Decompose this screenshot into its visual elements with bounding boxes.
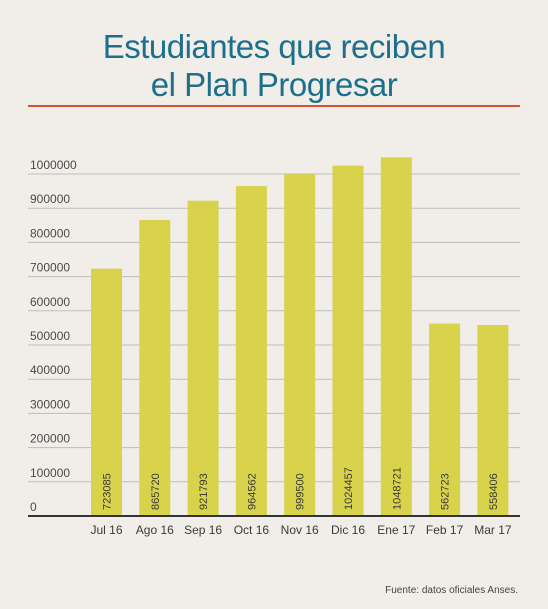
- x-category-label: Ene 17: [377, 523, 415, 537]
- x-category-label: Feb 17: [426, 523, 464, 537]
- bar: [429, 323, 461, 516]
- bar: [139, 219, 171, 516]
- bar: [380, 157, 412, 517]
- title-divider: [28, 105, 520, 107]
- y-tick-label: 200000: [30, 432, 70, 446]
- bar: [187, 200, 219, 516]
- y-tick-label: 600000: [30, 295, 70, 309]
- bar-value-label: 921793: [198, 473, 210, 510]
- x-category-label: Nov 16: [281, 523, 319, 537]
- bar: [284, 174, 316, 516]
- y-tick-label: 100000: [30, 466, 70, 480]
- y-tick-label: 400000: [30, 363, 70, 377]
- bar-value-label: 1024457: [343, 467, 355, 510]
- bar: [91, 268, 122, 516]
- x-category-label: Mar 17: [474, 523, 512, 537]
- bar-value-label: 964562: [246, 473, 258, 510]
- x-category-label: Ago 16: [136, 523, 174, 537]
- x-category-label: Jul 16: [90, 523, 122, 537]
- bar: [235, 186, 267, 516]
- bar-value-label: 558406: [488, 473, 500, 510]
- bar-value-label: 865720: [150, 473, 162, 510]
- y-tick-label: 900000: [30, 192, 70, 206]
- y-tick-label: 300000: [30, 397, 70, 411]
- bar-value-label: 723085: [102, 473, 114, 510]
- x-category-label: Oct 16: [234, 523, 270, 537]
- y-tick-label: 700000: [30, 261, 70, 275]
- x-category-label: Sep 16: [184, 523, 222, 537]
- bar: [477, 325, 509, 516]
- title-line-1: Estudiantes que reciben: [102, 28, 446, 65]
- bar-value-label: 562723: [440, 473, 452, 510]
- y-tick-label: 1000000: [30, 158, 77, 172]
- x-category-label: Dic 16: [331, 523, 365, 537]
- y-tick-label: 800000: [30, 226, 70, 240]
- chart-title: Estudiantes que reciben el Plan Progresa…: [0, 28, 548, 104]
- source-note: Fuente: datos oficiales Anses.: [385, 585, 518, 596]
- bar: [332, 165, 364, 516]
- bar-value-label: 1048721: [391, 467, 403, 510]
- y-tick-label: 0: [30, 500, 37, 514]
- y-tick-label: 500000: [30, 329, 70, 343]
- bar-value-label: 999500: [295, 473, 307, 510]
- title-line-2: el Plan Progresar: [150, 66, 398, 103]
